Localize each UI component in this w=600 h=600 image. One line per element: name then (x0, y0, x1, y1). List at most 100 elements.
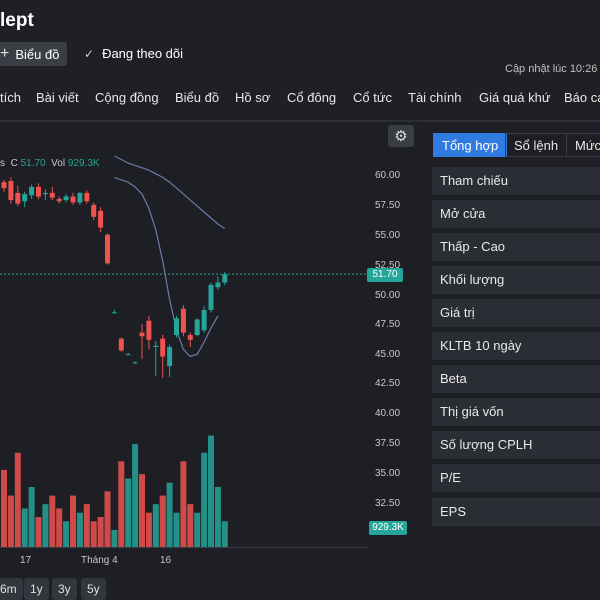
last-price-tag: 51.70 (367, 268, 403, 282)
candle-body (42, 192, 48, 195)
stat-row: Thị giá vốn (432, 398, 600, 426)
tab-chart[interactable]: Biểu đồ (175, 90, 220, 105)
tab-dividends[interactable]: Cổ tức (353, 90, 393, 105)
stat-row: Giá trị (432, 299, 600, 327)
y-tick: 60.00 (375, 170, 401, 181)
candle-body (15, 192, 21, 204)
tab-summary[interactable]: Tổng hợp (433, 133, 508, 157)
tab-community[interactable]: Cộng đồng (95, 90, 159, 105)
gear-icon[interactable]: ⚙ (388, 125, 414, 147)
volume-bar (104, 491, 111, 547)
candle-body (201, 309, 207, 331)
volume-bar (139, 474, 145, 547)
chart-button-label: Biểu đồ (15, 46, 60, 62)
y-tick: 55.00 (375, 230, 401, 241)
tab-order-book[interactable]: Sổ lệnh (505, 133, 568, 157)
volume-bar (70, 495, 76, 547)
x-tick: 16 (160, 555, 172, 566)
ma-long-line (114, 155, 226, 230)
ma-short-line (114, 176, 219, 358)
tab-profile[interactable]: Hồ sơ (235, 90, 271, 105)
volume-bar (83, 504, 90, 547)
volume-bar (111, 529, 118, 547)
candle-body (208, 284, 214, 310)
candle-body (194, 319, 200, 336)
price-chart[interactable] (0, 122, 415, 562)
y-tick: 52.50 (375, 260, 401, 271)
updated-time: Cập nhật lúc 10:26 (505, 63, 598, 75)
candle-body (1, 182, 7, 189)
candle-body (49, 192, 55, 198)
follow-button[interactable]: ✓ Đang theo dõi (84, 46, 183, 61)
candle-body (105, 234, 110, 264)
chart-button[interactable]: + Biểu đồ (0, 42, 68, 66)
candle-body (180, 308, 186, 333)
volume-bar (90, 521, 97, 547)
volume-bar (7, 495, 14, 547)
candle-body (187, 335, 193, 340)
stat-row: P/E (432, 464, 600, 492)
candle-body (8, 180, 14, 201)
volume-bar (132, 444, 139, 547)
range-1y-button[interactable]: 1y (24, 578, 49, 600)
candle-body (70, 196, 76, 203)
tab-price-history[interactable]: Giá quá khứ (479, 90, 551, 105)
candle-body (22, 194, 28, 202)
range-6m-button[interactable]: 6m (0, 578, 23, 600)
candle-body (111, 312, 117, 314)
candle-body (153, 345, 159, 347)
candle-body (91, 204, 97, 217)
x-tick: Tháng 4 (81, 555, 118, 566)
volume-bar (21, 508, 28, 547)
y-tick: 45.00 (375, 349, 401, 360)
candle-body (56, 198, 62, 202)
stat-row: KLTB 10 ngày (432, 332, 600, 360)
range-5y-button[interactable]: 5y (81, 578, 106, 600)
candle-body (125, 354, 131, 356)
stat-row: Beta (432, 365, 600, 393)
tab-posts[interactable]: Bài viết (36, 90, 79, 105)
tab-analysis[interactable]: tích (0, 90, 21, 105)
y-tick: 42.50 (375, 378, 401, 389)
candle-body (63, 196, 69, 201)
volume-bar (201, 452, 208, 547)
y-tick: 47.50 (375, 319, 401, 330)
y-tick: 37.50 (375, 438, 401, 449)
volume-bar (42, 504, 49, 547)
candle-body (222, 274, 228, 283)
chart-legend: s C 51.70 Vol 929.3K (0, 158, 100, 169)
range-3y-button[interactable]: 3y (52, 578, 77, 600)
volume-bar (56, 508, 63, 547)
volume-bar (35, 517, 42, 547)
tab-shareholders[interactable]: Cổ đông (287, 90, 337, 105)
tab-levels[interactable]: Mức (566, 133, 600, 157)
volume-bar (28, 487, 35, 547)
candle-body (167, 346, 173, 367)
follow-label: Đang theo dõi (102, 46, 184, 61)
last-volume-tag: 929.3K (369, 521, 407, 535)
candle-body (132, 362, 138, 364)
main-tabs: tích Bài viết Cộng đồng Biểu đồ Hồ sơ Cổ… (0, 86, 600, 112)
volume-bar (76, 512, 83, 547)
x-tick: 17 (20, 555, 32, 566)
y-tick: 40.00 (375, 408, 401, 419)
stat-row: Thấp - Cao (432, 233, 600, 261)
y-tick: 35.00 (375, 468, 401, 479)
tab-financials[interactable]: Tài chính (408, 90, 462, 105)
tab-reports[interactable]: Báo cá (564, 90, 600, 105)
candle-body (29, 186, 35, 196)
candle-body (146, 320, 152, 340)
volume-bar (159, 495, 166, 547)
volume-bar (152, 504, 159, 547)
volume-bar (208, 435, 214, 547)
y-tick: 50.00 (375, 290, 401, 301)
candle-body (139, 332, 145, 337)
stat-row: Tham chiếu (432, 167, 600, 195)
chart-area[interactable] (0, 122, 415, 562)
stat-row: Số lượng CPLH (432, 431, 600, 459)
y-tick: 57.50 (375, 200, 401, 211)
volume-bar (1, 469, 7, 547)
tab-divider (0, 120, 600, 122)
volume-bar (173, 512, 180, 547)
volume-bar (187, 504, 194, 547)
